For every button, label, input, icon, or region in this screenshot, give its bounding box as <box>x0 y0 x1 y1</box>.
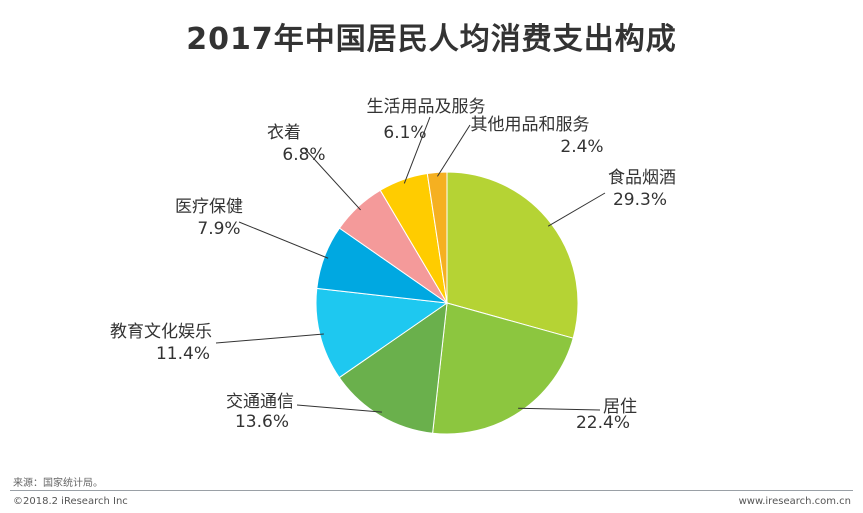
leader-line <box>403 116 431 184</box>
slice-value-label: 6.1% <box>383 123 426 143</box>
leader-line <box>304 148 361 211</box>
slice-value-label: 2.4% <box>560 137 603 157</box>
slice-name-label: 教育文化娱乐 <box>110 322 212 342</box>
pie-slice <box>426 171 448 304</box>
leader-line <box>215 333 324 344</box>
leader-line <box>436 124 471 177</box>
slice-value-label: 13.6% <box>235 412 289 432</box>
pie-slice <box>338 301 448 434</box>
slice-name-label: 衣着 <box>267 123 301 143</box>
slice-name-label: 食品烟酒 <box>608 168 676 188</box>
leader-line <box>518 407 601 411</box>
slice-name-label: 生活用品及服务 <box>367 97 486 117</box>
copyright-text: ©2018.2 iResearch Inc <box>13 496 128 507</box>
slice-value-label: 7.9% <box>197 219 240 239</box>
footer-divider <box>10 490 853 491</box>
chart-title: 2017年中国居民人均消费支出构成 <box>186 22 677 57</box>
pie-slice <box>432 302 574 435</box>
source-note: 来源：国家统计局。 <box>13 478 103 489</box>
website-text: www.iresearch.com.cn <box>738 496 851 507</box>
pie-slice <box>315 287 449 379</box>
leader-line <box>547 192 606 227</box>
slice-name-label: 居住 <box>603 397 637 417</box>
slice-name-label: 交通通信 <box>226 392 294 412</box>
leader-line <box>238 221 329 259</box>
slice-name-label: 医疗保健 <box>175 197 243 217</box>
slice-value-label: 6.8% <box>282 145 325 165</box>
slice-name-label: 其他用品和服务 <box>471 115 590 135</box>
slice-value-label: 22.4% <box>576 413 630 433</box>
slice-value-label: 11.4% <box>156 344 210 364</box>
leader-line <box>296 404 382 413</box>
slice-value-label: 29.3% <box>613 190 667 210</box>
